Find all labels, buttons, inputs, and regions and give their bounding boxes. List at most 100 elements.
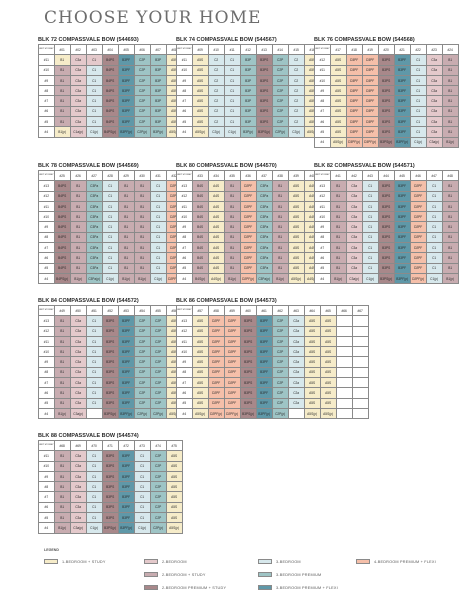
unit-cell[interactable]: A5S [303,335,321,348]
unit-cell[interactable]: C2P(p) [271,407,289,420]
unit-cell[interactable]: D2PF [207,387,225,399]
unit-cell[interactable]: C1 [223,105,241,118]
unit-cell[interactable]: C2 [207,116,225,128]
unit-cell[interactable]: C1 [223,54,241,66]
unit-cell[interactable]: B1 [69,252,87,264]
unit-cell[interactable]: C3Pa [255,221,273,233]
unit-cell[interactable]: B3PF [117,95,135,107]
unit-cell[interactable]: B4PS [53,242,71,254]
unit-cell[interactable]: B3P [149,105,167,118]
unit-cell[interactable]: D3PF [345,95,363,107]
unit-cell[interactable]: C3a(p) [69,407,87,420]
unit-cell[interactable]: C2(p) [287,126,305,138]
unit-cell[interactable]: C1 [133,481,151,493]
unit-cell[interactable]: C1 [425,252,443,264]
unit-cell[interactable]: C2P [271,335,289,348]
unit-cell[interactable]: B3PF(p) [393,272,411,285]
unit-cell[interactable] [335,397,353,409]
unit-cell[interactable]: C3Pa [255,211,273,223]
unit-cell[interactable]: C2 [287,95,305,107]
unit-cell[interactable]: B1 [223,190,241,202]
unit-cell[interactable]: B4S [191,190,209,202]
unit-cell[interactable]: A4S [207,252,225,264]
unit-cell[interactable]: C1 [85,397,103,409]
unit-cell[interactable]: C3a [69,397,87,409]
unit-cell[interactable]: C1(p) [223,126,241,138]
unit-cell[interactable]: C1 [149,252,167,264]
unit-cell[interactable]: A5S [165,460,183,472]
unit-cell[interactable]: C1 [101,190,119,202]
unit-cell[interactable]: B3PF [117,105,135,118]
unit-cell[interactable]: A5S [191,95,209,107]
unit-cell[interactable]: C3a [69,325,87,337]
unit-cell[interactable]: B3P [239,85,257,97]
unit-cell[interactable] [335,407,353,420]
unit-cell[interactable]: C3a [345,190,363,202]
unit-cell[interactable] [335,325,353,337]
unit-cell[interactable]: C1 [361,231,379,244]
unit-cell[interactable]: C3Pa [85,221,103,233]
unit-cell[interactable]: C3a [69,470,87,483]
unit-cell[interactable]: B3PS [101,491,119,503]
unit-cell[interactable]: C2 [287,54,305,66]
unit-cell[interactable]: A5S [303,356,321,368]
unit-cell[interactable]: C2P [271,64,289,76]
unit-cell[interactable]: C3a [345,252,363,264]
unit-cell[interactable]: C1 [101,180,119,192]
unit-cell[interactable]: A5S [191,105,209,118]
unit-cell[interactable]: A5S(p) [165,522,183,534]
unit-cell[interactable]: B1 [133,262,151,274]
unit-cell[interactable]: B1 [117,262,135,274]
unit-cell[interactable]: C1 [101,242,119,254]
unit-cell[interactable]: C3a(p) [425,136,443,148]
unit-cell[interactable]: B3PF [393,242,411,254]
unit-cell[interactable]: B3PS [101,450,119,462]
unit-cell[interactable] [287,407,305,420]
unit-cell[interactable]: B3PS [239,325,257,337]
unit-cell[interactable]: D2PF(p) [223,407,241,420]
unit-cell[interactable]: C3Pa [255,231,273,244]
unit-cell[interactable]: B3PS [377,221,395,233]
unit-cell[interactable]: C3a [345,262,363,274]
unit-cell[interactable]: C1 [85,460,103,472]
unit-cell[interactable]: B1 [271,262,289,274]
unit-cell[interactable]: B1 [53,85,71,97]
unit-cell[interactable]: C2(p) [207,126,225,138]
unit-cell[interactable]: C1 [409,126,427,138]
unit-cell[interactable]: B3PF [117,397,135,409]
unit-cell[interactable]: C1 [425,200,443,213]
unit-cell[interactable]: C1 [85,356,103,368]
unit-cell[interactable]: A5S(p) [319,407,337,420]
unit-cell[interactable]: B3PS [377,54,395,66]
unit-cell[interactable]: B3P [239,95,257,107]
unit-cell[interactable]: B3PF [393,95,411,107]
unit-cell[interactable]: B4PS [53,190,71,202]
unit-cell[interactable]: A5S [287,211,305,223]
unit-cell[interactable]: B4S [191,252,209,264]
unit-cell[interactable]: C1 [85,54,103,66]
unit-cell[interactable]: A5S [319,366,337,379]
unit-cell[interactable]: A5S [287,221,305,233]
unit-cell[interactable]: B4PS [53,200,71,213]
unit-cell[interactable]: C1 [223,74,241,87]
unit-cell[interactable]: B1(p) [441,272,459,285]
unit-cell[interactable]: C1 [425,190,443,202]
unit-cell[interactable]: D2PF [207,315,225,327]
unit-cell[interactable]: B1 [441,54,459,66]
unit-cell[interactable]: D3PF [345,54,363,66]
unit-cell[interactable]: C2a [287,377,305,389]
unit-cell[interactable] [335,366,353,379]
unit-cell[interactable]: D2PF [207,366,225,379]
unit-cell[interactable]: C1 [361,252,379,264]
unit-cell[interactable]: C2P [133,95,151,107]
unit-cell[interactable]: B1 [441,242,459,254]
unit-cell[interactable]: D3PF [361,105,379,118]
unit-cell[interactable]: B4PS [101,85,119,97]
unit-cell[interactable]: B1(p) [69,272,87,285]
unit-cell[interactable]: C3a [69,95,87,107]
unit-cell[interactable]: B3PF [393,126,411,138]
unit-cell[interactable]: C1 [101,200,119,213]
unit-cell[interactable]: C2P [133,315,151,327]
unit-cell[interactable]: D2PF [409,200,427,213]
unit-cell[interactable]: C1 [85,387,103,399]
